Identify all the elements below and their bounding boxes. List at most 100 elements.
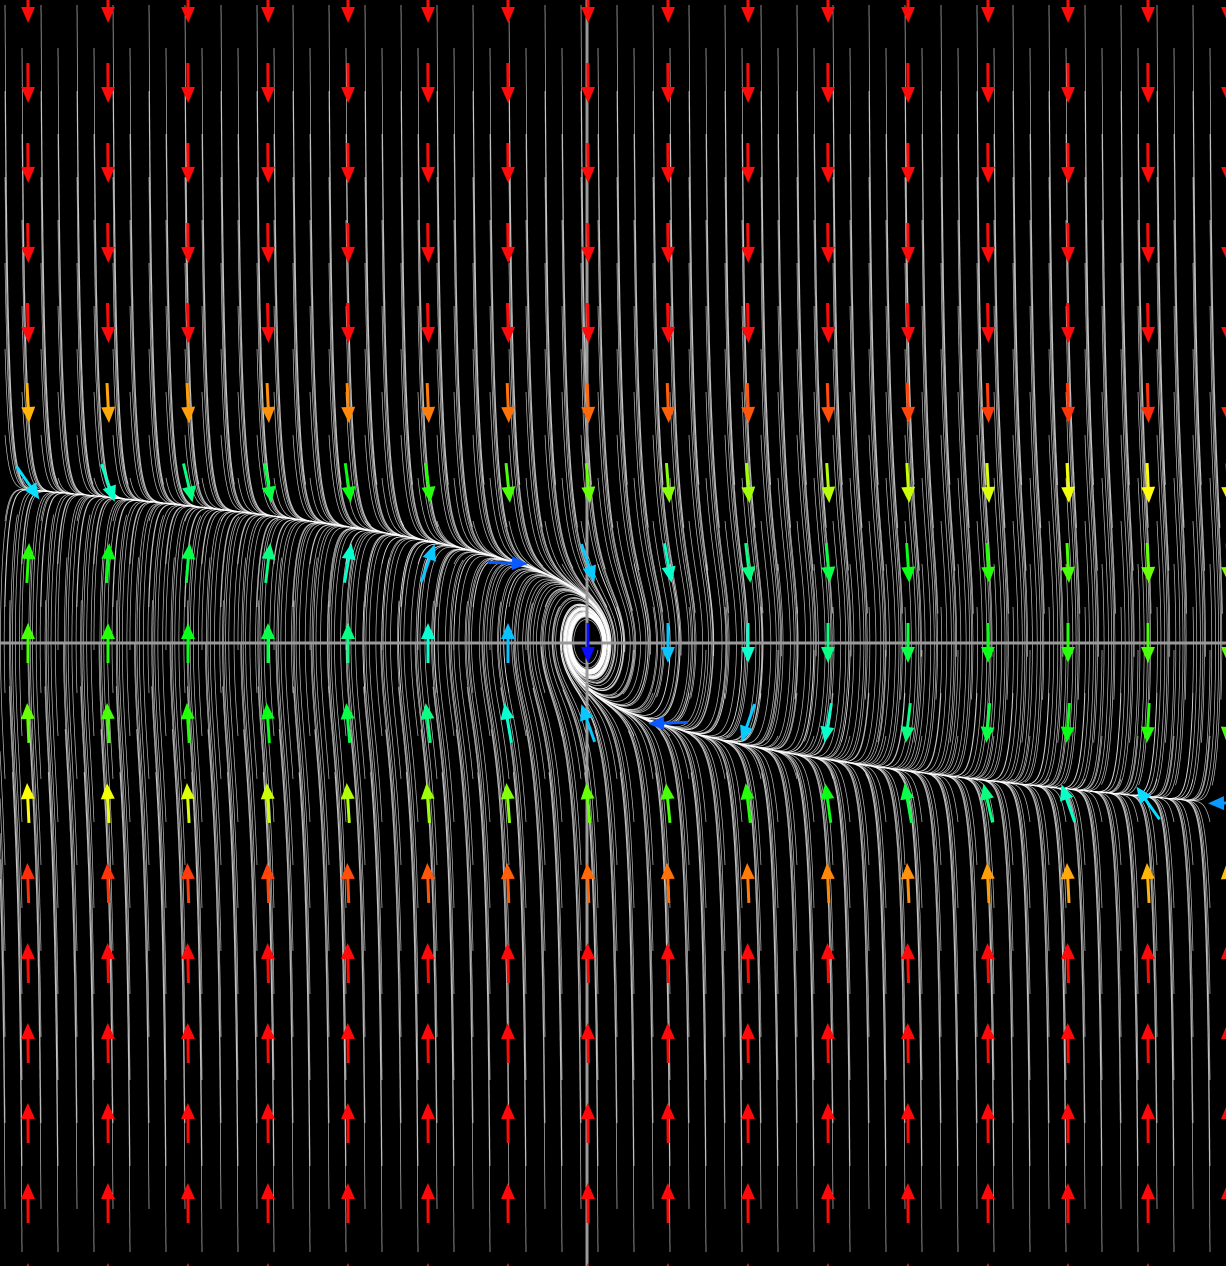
arrow-head bbox=[986, 1263, 990, 1266]
streamline bbox=[1065, 48, 1078, 528]
streamline bbox=[633, 134, 664, 613]
streamline bbox=[201, 48, 243, 513]
arrow bbox=[740, 783, 755, 824]
arrow-head bbox=[821, 566, 836, 583]
arrow bbox=[260, 783, 275, 824]
arrow-head bbox=[820, 943, 835, 960]
streamline bbox=[642, 263, 681, 720]
streamline bbox=[136, 729, 150, 1209]
arrow-head bbox=[581, 86, 596, 103]
streamline bbox=[1192, 91, 1206, 571]
arrow-head bbox=[500, 703, 515, 721]
arrow-head bbox=[981, 406, 996, 423]
arrow bbox=[821, 623, 835, 663]
arrow-shaft bbox=[346, 954, 350, 984]
arrow-shaft bbox=[185, 382, 190, 412]
arrow bbox=[487, 556, 528, 571]
arrow bbox=[1140, 1183, 1155, 1224]
arrow bbox=[581, 623, 595, 663]
streamline bbox=[1132, 391, 1219, 801]
streamline bbox=[206, 557, 222, 1037]
streamline bbox=[1084, 91, 1098, 571]
streamline bbox=[417, 48, 439, 527]
arrow-head bbox=[820, 783, 835, 801]
arrow-head bbox=[420, 783, 435, 800]
arrow-head bbox=[102, 484, 116, 502]
arrow bbox=[260, 703, 275, 744]
streamline bbox=[276, 557, 294, 1037]
arrow bbox=[21, 623, 35, 663]
streamline bbox=[832, 5, 843, 485]
streamline bbox=[431, 600, 455, 1080]
arrow bbox=[421, 142, 436, 183]
streamline bbox=[633, 48, 649, 528]
arrow-head bbox=[506, 1263, 510, 1266]
arrow-head bbox=[420, 1183, 435, 1200]
streamline bbox=[583, 305, 664, 713]
streamline bbox=[544, 91, 574, 569]
streamline bbox=[907, 770, 978, 1209]
arrow-head bbox=[421, 406, 436, 423]
arrow-head bbox=[900, 783, 915, 801]
arrow bbox=[1221, 543, 1226, 578]
streamline bbox=[690, 772, 707, 1252]
arrow-head bbox=[101, 86, 116, 103]
arrow-head bbox=[180, 943, 195, 960]
arrow-shaft bbox=[824, 542, 831, 572]
arrow bbox=[661, 382, 676, 423]
arrow bbox=[180, 863, 195, 904]
arrow-head bbox=[181, 86, 196, 103]
streamline bbox=[292, 91, 366, 530]
arrow-head bbox=[1141, 326, 1156, 343]
streamline bbox=[584, 772, 599, 1252]
arrow bbox=[261, 463, 276, 503]
streamline bbox=[398, 541, 441, 995]
streamline bbox=[257, 686, 275, 1166]
streamline bbox=[945, 305, 972, 776]
arrow bbox=[741, 0, 756, 23]
arrow-shaft bbox=[505, 714, 513, 743]
arrow-head bbox=[260, 703, 275, 720]
arrow bbox=[21, 222, 36, 263]
arrow-shaft bbox=[106, 302, 110, 332]
arrow-head bbox=[100, 783, 115, 800]
streamline bbox=[76, 5, 94, 485]
streamline bbox=[381, 558, 402, 1037]
streamline bbox=[741, 220, 764, 700]
arrow-head bbox=[261, 326, 276, 343]
arrow bbox=[20, 863, 35, 904]
arrow-shaft bbox=[825, 794, 833, 824]
arrow-shaft bbox=[744, 542, 751, 572]
arrow bbox=[1220, 1027, 1226, 1040]
arrow-head bbox=[901, 6, 916, 23]
arrow-head bbox=[261, 246, 276, 263]
streamline bbox=[997, 781, 1031, 1252]
arrow bbox=[746, 1263, 750, 1266]
arrow-head bbox=[1141, 86, 1156, 103]
arrow-head bbox=[1141, 566, 1156, 583]
arrow-shaft bbox=[506, 874, 511, 904]
arrow-head bbox=[181, 326, 196, 343]
arrow-head bbox=[341, 406, 356, 423]
arrow-head bbox=[340, 1103, 355, 1120]
streamline bbox=[489, 134, 566, 584]
arrow-head bbox=[1221, 247, 1226, 259]
streamline bbox=[207, 511, 264, 952]
streamline bbox=[832, 177, 852, 657]
streamline bbox=[237, 48, 275, 517]
arrow-head bbox=[1140, 943, 1155, 960]
streamline bbox=[129, 48, 178, 505]
streamline bbox=[563, 607, 635, 995]
arrow-head bbox=[1140, 1183, 1155, 1200]
streamline bbox=[148, 91, 238, 512]
streamline bbox=[849, 220, 868, 700]
arrow bbox=[820, 703, 835, 743]
arrow-head bbox=[26, 1263, 30, 1266]
streamline bbox=[1173, 305, 1186, 786]
arrow bbox=[341, 302, 356, 343]
arrow-shaft bbox=[182, 463, 192, 492]
arrow-head bbox=[180, 863, 195, 880]
arrow-shaft bbox=[186, 714, 191, 744]
